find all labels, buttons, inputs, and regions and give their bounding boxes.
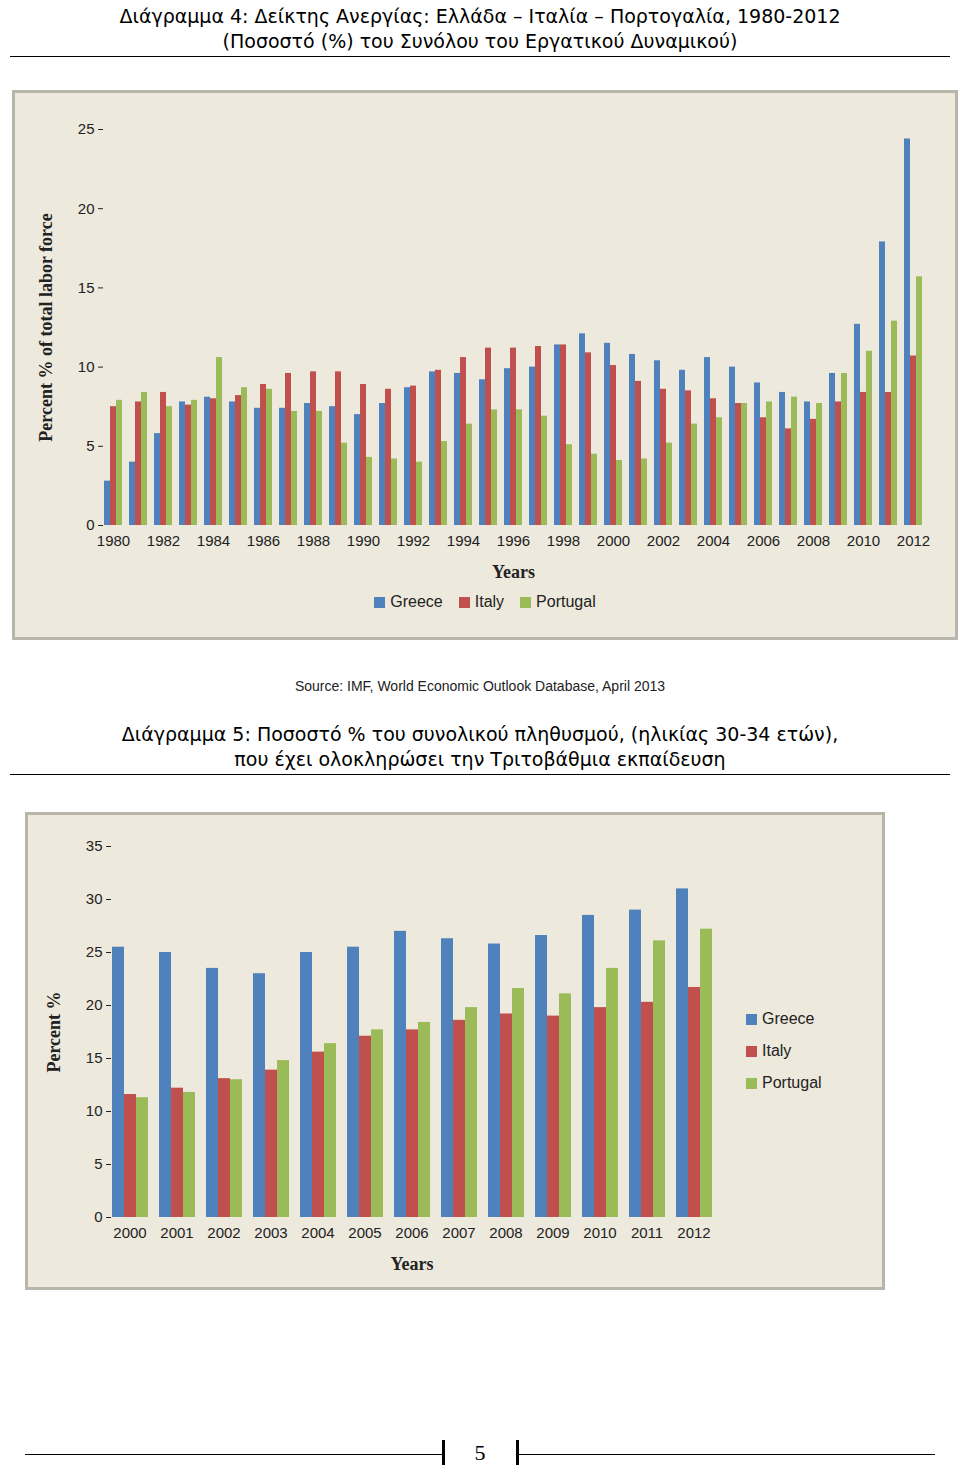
svg-text:1990: 1990 [347,532,380,549]
svg-text:10: 10 [86,1102,103,1119]
svg-text:Years: Years [391,1253,434,1273]
svg-text:1988: 1988 [297,532,330,549]
svg-text:2003: 2003 [254,1224,287,1241]
svg-text:2010: 2010 [847,532,880,549]
html-text:5: 5 [474,1440,486,1465]
html-text:Greece: Greece [762,1010,815,1027]
html-text:Portugal: Portugal [536,593,596,610]
svg-text:1984: 1984 [197,532,230,549]
svg-text:2004: 2004 [301,1224,334,1241]
html-text:Italy: Italy [762,1042,792,1059]
svg-text:Percent %: Percent % [44,991,64,1072]
svg-text:2005: 2005 [348,1224,381,1241]
svg-text:Years: Years [492,562,535,582]
svg-text:30: 30 [86,890,103,907]
html-text:που έχει ολοκληρώσει την Τριτο: που έχει ολοκληρώσει την Τριτοβάθμια εκπ… [234,748,726,770]
svg-text:2012: 2012 [677,1224,710,1241]
html-text:Διάγραμμα 5: Ποσοστό % του συν: Διάγραμμα 5: Ποσοστό % του συνολικού πλη… [121,723,839,745]
html-text:Portugal: Portugal [762,1074,822,1091]
svg-text:2009: 2009 [536,1224,569,1241]
svg-text:2004: 2004 [697,532,730,549]
svg-text:2002: 2002 [207,1224,240,1241]
svg-text:20: 20 [78,200,95,217]
svg-text:1982: 1982 [147,532,180,549]
svg-text:1980: 1980 [97,532,130,549]
svg-text:1996: 1996 [497,532,530,549]
html-text:(Ποσοστό (%) του Συνόλου του Ε: (Ποσοστό (%) του Συνόλου του Εργατικού Δ… [222,30,738,52]
svg-text:2008: 2008 [797,532,830,549]
svg-text:1994: 1994 [447,532,480,549]
svg-text:25: 25 [86,943,103,960]
svg-text:0: 0 [86,516,94,533]
svg-text:1998: 1998 [547,532,580,549]
html-text:Italy: Italy [474,593,505,610]
svg-text:25: 25 [78,120,95,137]
svg-text:5: 5 [94,1155,102,1172]
html-text:Source: IMF, World Economic Ou: Source: IMF, World Economic Outlook Data… [294,678,666,694]
svg-text:2012: 2012 [897,532,930,549]
svg-text:2000: 2000 [597,532,630,549]
svg-text:0: 0 [94,1208,102,1225]
html-text:Διάγραμμα 4: Δείκτης Ανεργίας:: Διάγραμμα 4: Δείκτης Ανεργίας: Ελλάδα – … [119,5,841,27]
svg-text:2006: 2006 [747,532,780,549]
svg-text:5: 5 [86,437,94,454]
svg-text:2000: 2000 [113,1224,146,1241]
html-text:Greece: Greece [390,593,443,610]
svg-text:2010: 2010 [583,1224,616,1241]
svg-text:2011: 2011 [631,1224,663,1241]
svg-text:2006: 2006 [395,1224,428,1241]
svg-text:1992: 1992 [397,532,430,549]
svg-text:35: 35 [86,837,103,854]
svg-text:Percent % of total labor force: Percent % of total labor force [36,213,56,441]
svg-text:2001: 2001 [160,1224,193,1241]
svg-text:2007: 2007 [442,1224,475,1241]
svg-text:1986: 1986 [247,532,280,549]
svg-text:2008: 2008 [489,1224,522,1241]
svg-text:15: 15 [86,1049,103,1066]
svg-text:15: 15 [78,279,95,296]
svg-text:20: 20 [86,996,103,1013]
svg-text:2002: 2002 [647,532,680,549]
svg-text:10: 10 [78,358,95,375]
